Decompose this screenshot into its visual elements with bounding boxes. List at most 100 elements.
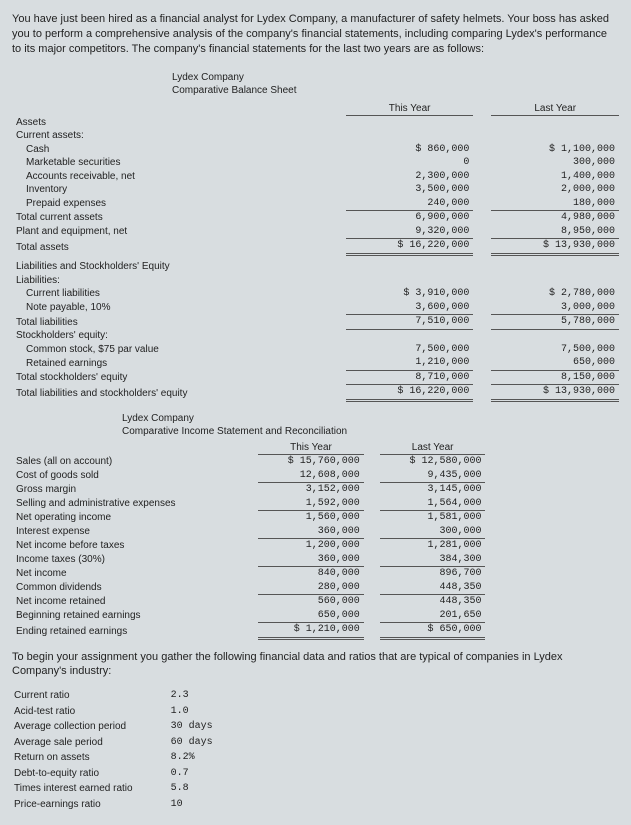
table-row: Retained earnings1,210,000650,000	[12, 356, 619, 370]
row-val-last: 4,980,000	[491, 211, 619, 225]
ratio-value: 5.8	[141, 782, 219, 796]
row-val-last: 2,000,000	[491, 183, 619, 197]
ratio-label: Return on assets	[14, 751, 139, 765]
ratio-value: 8.2%	[141, 751, 219, 765]
table-row: Total stockholders' equity8,710,000 8,150…	[12, 370, 619, 385]
row-val-last: 1,581,000	[380, 511, 486, 525]
bs-lse-heading: Liabilities and Stockholders' Equity	[12, 260, 346, 274]
ratio-value: 1.0	[141, 705, 219, 719]
table-row: Times interest earned ratio5.8	[14, 782, 219, 796]
row-val-last: $ 12,580,000	[380, 455, 486, 469]
table-row: Plant and equipment, net9,320,0008,950,0…	[12, 225, 619, 239]
ratio-value: 10	[141, 798, 219, 812]
ratio-value: 30 days	[141, 720, 219, 734]
bs-title: Comparative Balance Sheet	[172, 85, 297, 96]
row-val-this: 1,200,000	[258, 539, 364, 553]
row-val-last: 448,350	[380, 595, 486, 609]
ratio-label: Average collection period	[14, 720, 139, 734]
table-row: Cash$ 860,000$ 1,100,000	[12, 143, 619, 157]
table-row: Price-earnings ratio10	[14, 798, 219, 812]
table-row: Ending retained earnings$ 1,210,000 $ 650…	[12, 623, 485, 639]
row-val-last: 650,000	[491, 356, 619, 370]
row-label: Accounts receivable, net	[12, 170, 346, 184]
row-val-this: 7,500,000	[346, 343, 474, 357]
row-label: Net income before taxes	[12, 539, 258, 553]
is-col-this-year: This Year	[258, 441, 364, 455]
bs-col-this-year: This Year	[346, 102, 474, 116]
row-val-last: 384,300	[380, 553, 486, 567]
table-row: Selling and administrative expenses1,592…	[12, 497, 485, 511]
row-val-last: 300,000	[380, 525, 486, 539]
row-val-this: 3,500,000	[346, 183, 474, 197]
row-label: Common stock, $75 par value	[12, 343, 346, 357]
row-val-this: $ 3,910,000	[346, 287, 474, 301]
table-row: Average sale period60 days	[14, 736, 219, 750]
row-label: Cost of goods sold	[12, 469, 258, 483]
table-row: Total assets$ 16,220,000$ 13,930,000	[12, 239, 619, 255]
row-val-last: 1,400,000	[491, 170, 619, 184]
row-val-this: 3,600,000	[346, 301, 474, 315]
industry-ratios-table: Current ratio2.3 Acid-test ratio1.0 Aver…	[12, 687, 221, 813]
intro-text: You have just been hired as a financial …	[12, 12, 619, 57]
table-row: Sales (all on account)$ 15,760,000$ 12,5…	[12, 455, 485, 469]
table-row: Net income retained560,000 448,350	[12, 595, 485, 609]
is-col-last-year: Last Year	[380, 441, 486, 455]
row-val-last: $ 650,000	[380, 623, 486, 639]
bs-assets-heading: Assets	[12, 116, 346, 130]
row-val-last: $ 13,930,000	[491, 239, 619, 255]
row-val-last: 3,000,000	[491, 301, 619, 315]
row-val-last: 8,950,000	[491, 225, 619, 239]
ratio-label: Average sale period	[14, 736, 139, 750]
row-val-this: 2,300,000	[346, 170, 474, 184]
ratio-value: 60 days	[141, 736, 219, 750]
row-val-last: 448,350	[380, 581, 486, 595]
table-row: Accounts receivable, net2,300,000 1,400,0…	[12, 170, 619, 184]
table-row: Interest expense360,000300,000	[12, 525, 485, 539]
bs-company-header: Lydex Company Comparative Balance Sheet	[172, 71, 619, 98]
row-label: Ending retained earnings	[12, 623, 258, 639]
followup-text: To begin your assignment you gather the …	[12, 650, 619, 680]
row-val-this: 1,592,000	[258, 497, 364, 511]
row-label: Total stockholders' equity	[12, 370, 346, 385]
row-val-last: $ 13,930,000	[491, 385, 619, 401]
row-label: Inventory	[12, 183, 346, 197]
table-row: Income taxes (30%)360,000384,300	[12, 553, 485, 567]
row-val-last: $ 2,780,000	[491, 287, 619, 301]
row-label: Total current assets	[12, 211, 346, 225]
ratio-label: Times interest earned ratio	[14, 782, 139, 796]
row-val-last: 7,500,000	[491, 343, 619, 357]
row-label: Prepaid expenses	[12, 197, 346, 211]
row-label: Cash	[12, 143, 346, 157]
table-row: Average collection period30 days	[14, 720, 219, 734]
table-row: Note payable, 10%3,600,0003,000,000	[12, 301, 619, 315]
table-row: Total liabilities and stockholders' equi…	[12, 385, 619, 401]
income-statement-block: Lydex Company Comparative Income Stateme…	[12, 412, 619, 640]
ratio-value: 2.3	[141, 689, 219, 703]
row-label: Interest expense	[12, 525, 258, 539]
row-val-this: $ 15,760,000	[258, 455, 364, 469]
row-val-this: 8,710,000	[346, 370, 474, 385]
row-val-this: 560,000	[258, 595, 364, 609]
table-row: Gross margin3,152,0003,145,000	[12, 483, 485, 497]
row-label: Net operating income	[12, 511, 258, 525]
row-val-last: $ 1,100,000	[491, 143, 619, 157]
row-val-last: 201,650	[380, 609, 486, 623]
row-label: Income taxes (30%)	[12, 553, 258, 567]
bs-col-last-year: Last Year	[491, 102, 619, 116]
row-label: Retained earnings	[12, 356, 346, 370]
row-val-this: 1,560,000	[258, 511, 364, 525]
row-label: Selling and administrative expenses	[12, 497, 258, 511]
row-val-this: 7,510,000	[346, 315, 474, 330]
table-row: Cost of goods sold12,608,000 9,435,000	[12, 469, 485, 483]
row-label: Total liabilities and stockholders' equi…	[12, 385, 346, 401]
row-val-last: 9,435,000	[380, 469, 486, 483]
row-val-this: 840,000	[258, 567, 364, 581]
table-row: Net income840,000896,700	[12, 567, 485, 581]
row-label: Net income retained	[12, 595, 258, 609]
row-label: Beginning retained earnings	[12, 609, 258, 623]
table-row: Total current assets6,900,0004,980,000	[12, 211, 619, 225]
row-val-this: 12,608,000	[258, 469, 364, 483]
row-val-this: $ 1,210,000	[258, 623, 364, 639]
row-val-last: 8,150,000	[491, 370, 619, 385]
row-val-this: 280,000	[258, 581, 364, 595]
